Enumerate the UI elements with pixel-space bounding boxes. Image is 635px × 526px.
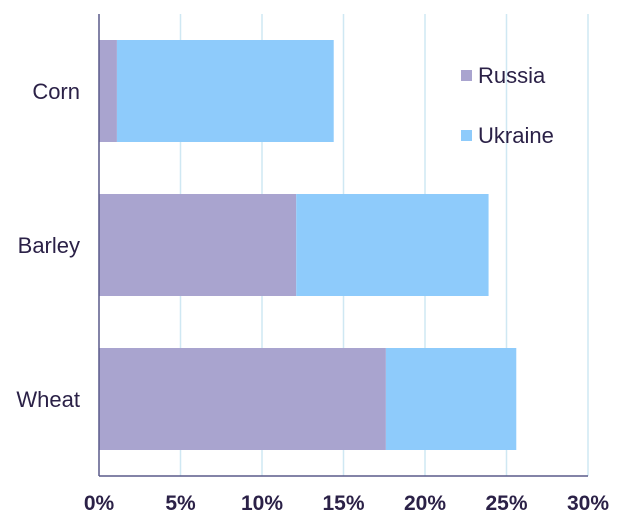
x-tick-label: 15% bbox=[322, 492, 364, 515]
x-tick-label: 20% bbox=[404, 492, 446, 515]
x-tick-labels: 0% 5% 10% 15% 20% 25% 30% bbox=[84, 492, 610, 515]
x-tick-label: 5% bbox=[165, 492, 196, 515]
x-tick-label: 0% bbox=[84, 492, 115, 515]
category-label-corn: Corn bbox=[32, 79, 80, 104]
legend-swatch-russia bbox=[461, 70, 472, 81]
legend-swatch-ukraine bbox=[461, 130, 472, 141]
category-label-wheat: Wheat bbox=[16, 387, 80, 412]
bar-russia-corn bbox=[99, 40, 117, 142]
bar-russia-wheat bbox=[99, 348, 386, 450]
x-tick-label: 30% bbox=[567, 492, 609, 515]
x-tick-label: 10% bbox=[241, 492, 283, 515]
bars bbox=[99, 40, 517, 450]
bar-ukraine-corn bbox=[116, 40, 334, 142]
bar-ukraine-wheat bbox=[385, 348, 517, 450]
bar-russia-barley bbox=[99, 194, 297, 296]
legend-label-russia: Russia bbox=[478, 63, 546, 88]
category-label-barley: Barley bbox=[18, 233, 80, 258]
category-labels: Corn Barley Wheat bbox=[16, 79, 80, 412]
legend: Russia Ukraine bbox=[461, 63, 554, 148]
legend-label-ukraine: Ukraine bbox=[478, 123, 554, 148]
bar-ukraine-barley bbox=[296, 194, 489, 296]
axes bbox=[98, 14, 588, 477]
x-tick-label: 25% bbox=[485, 492, 527, 515]
